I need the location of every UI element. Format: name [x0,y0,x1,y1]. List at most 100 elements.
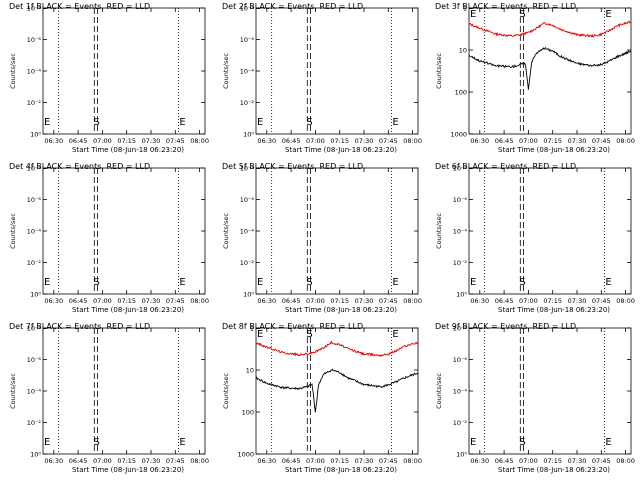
lld-series-line [468,20,632,38]
x-tick-label: 08:00 [190,137,209,145]
marker-label: S [519,9,525,20]
x-tick-label: 07:45 [592,457,611,465]
plot-frame [468,327,632,455]
y-tick-label: 100 [242,409,254,417]
marker-label: E [179,117,185,128]
y-tick-label: 1 [463,5,467,13]
y-tick-label: 10⁻⁴ [240,228,255,236]
x-tick-label: 07:00 [519,297,538,305]
events-series-line [468,46,632,90]
marker-label: S [93,117,99,128]
y-tick-label: 10⁻⁸ [27,165,42,173]
x-tick-label: 07:45 [166,137,185,145]
y-tick-label: 10⁻⁶ [453,356,468,364]
x-tick-label: 07:00 [93,457,112,465]
x-tick-label: 07:30 [568,137,587,145]
x-tick-label: 07:00 [306,457,325,465]
x-axis-label: Start Time (08-Jun-18 06:23:20) [498,146,610,154]
y-axis-label: Counts/sec [435,213,443,249]
marker-label: E [470,9,476,20]
y-tick-label: 10⁻⁶ [240,196,255,204]
x-axis-label: Start Time (08-Jun-18 06:23:20) [72,146,184,154]
y-tick-label: 10⁻² [27,259,42,267]
x-tick-label: 06:45 [282,297,301,305]
x-axis-label: Start Time (08-Jun-18 06:23:20) [72,306,184,314]
y-axis-label: Counts/sec [435,53,443,89]
plot-frame [42,7,206,135]
plot-frame [255,327,419,455]
x-tick-label: 06:45 [69,137,88,145]
y-tick-label: 10⁰ [30,131,41,139]
y-axis-label: Counts/sec [222,53,230,89]
y-tick-label: 10⁻⁴ [453,388,468,396]
x-tick-label: 07:30 [568,457,587,465]
marker-label: E [179,437,185,448]
x-tick-label: 06:30 [470,137,489,145]
x-tick-label: 06:45 [495,457,514,465]
x-tick-label: 07:00 [519,457,538,465]
chart-title: Det 5f BLACK = Events, RED = LLD [222,162,363,171]
marker-label: E [257,329,263,340]
detector-panel: Det 8f BLACK = Events, RED = LLD E S E 1000 1… [213,320,426,480]
x-tick-label: 06:30 [44,137,63,145]
x-tick-label: 08:00 [190,457,209,465]
chart-title: Det 1f BLACK = Events, RED = LLD [9,2,150,11]
x-tick-label: 07:15 [543,457,562,465]
y-tick-label: 10⁻² [240,99,255,107]
y-tick-label: 10⁻⁸ [240,165,255,173]
y-axis-label: Counts/sec [9,213,17,249]
plot-frame [42,327,206,455]
x-tick-label: 07:45 [592,137,611,145]
marker-label: E [605,437,611,448]
plot-frame [255,167,419,295]
plot-frame [255,7,419,135]
x-tick-label: 07:30 [142,137,161,145]
x-tick-label: 06:30 [44,457,63,465]
chart-title: Det 9f BLACK = Events, RED = LLD [435,322,576,331]
detector-panel: Det 1f BLACK = Events, RED = LLD E S E 10⁰ 10… [0,0,213,160]
y-tick-label: 10 [459,47,467,55]
y-tick-label: 10⁻² [453,419,468,427]
detector-panel: Det 9f BLACK = Events, RED = LLD E S E 10⁰ 10… [426,320,639,480]
x-tick-label: 07:30 [355,137,374,145]
detector-panel: Det 6f BLACK = Events, RED = LLD E S E 10⁰ 10… [426,160,639,320]
x-tick-label: 07:15 [330,457,349,465]
marker-label: S [306,277,312,288]
x-tick-label: 07:45 [379,457,398,465]
y-tick-label: 10⁻⁶ [27,36,42,44]
marker-label: E [392,277,398,288]
marker-label: S [519,437,525,448]
plot-frame [468,167,632,295]
y-axis-label: Counts/sec [9,373,17,409]
y-tick-label: 10⁻⁸ [453,165,468,173]
x-axis-label: Start Time (08-Jun-18 06:23:20) [285,466,397,474]
marker-label: E [605,9,611,20]
marker-label: E [392,117,398,128]
y-tick-label: 10⁰ [30,291,41,299]
detector-panel: Det 7f BLACK = Events, RED = LLD E S E 10⁰ 10… [0,320,213,480]
x-tick-label: 06:30 [470,297,489,305]
y-tick-label: 10⁻⁴ [453,228,468,236]
marker-label: E [44,277,50,288]
x-tick-label: 07:30 [355,297,374,305]
y-axis-label: Counts/sec [435,373,443,409]
y-tick-label: 1000 [450,131,467,139]
x-tick-label: 06:45 [69,297,88,305]
y-tick-label: 10⁻⁴ [27,228,42,236]
x-tick-label: 07:15 [117,297,136,305]
marker-label: E [470,437,476,448]
y-tick-label: 10⁻⁴ [27,68,42,76]
x-tick-label: 07:00 [93,297,112,305]
x-tick-label: 06:30 [257,137,276,145]
y-tick-label: 10⁻⁴ [27,388,42,396]
marker-label: S [519,277,525,288]
x-tick-label: 06:45 [495,137,514,145]
y-tick-label: 10⁰ [456,291,467,299]
y-tick-label: 10⁰ [243,291,254,299]
